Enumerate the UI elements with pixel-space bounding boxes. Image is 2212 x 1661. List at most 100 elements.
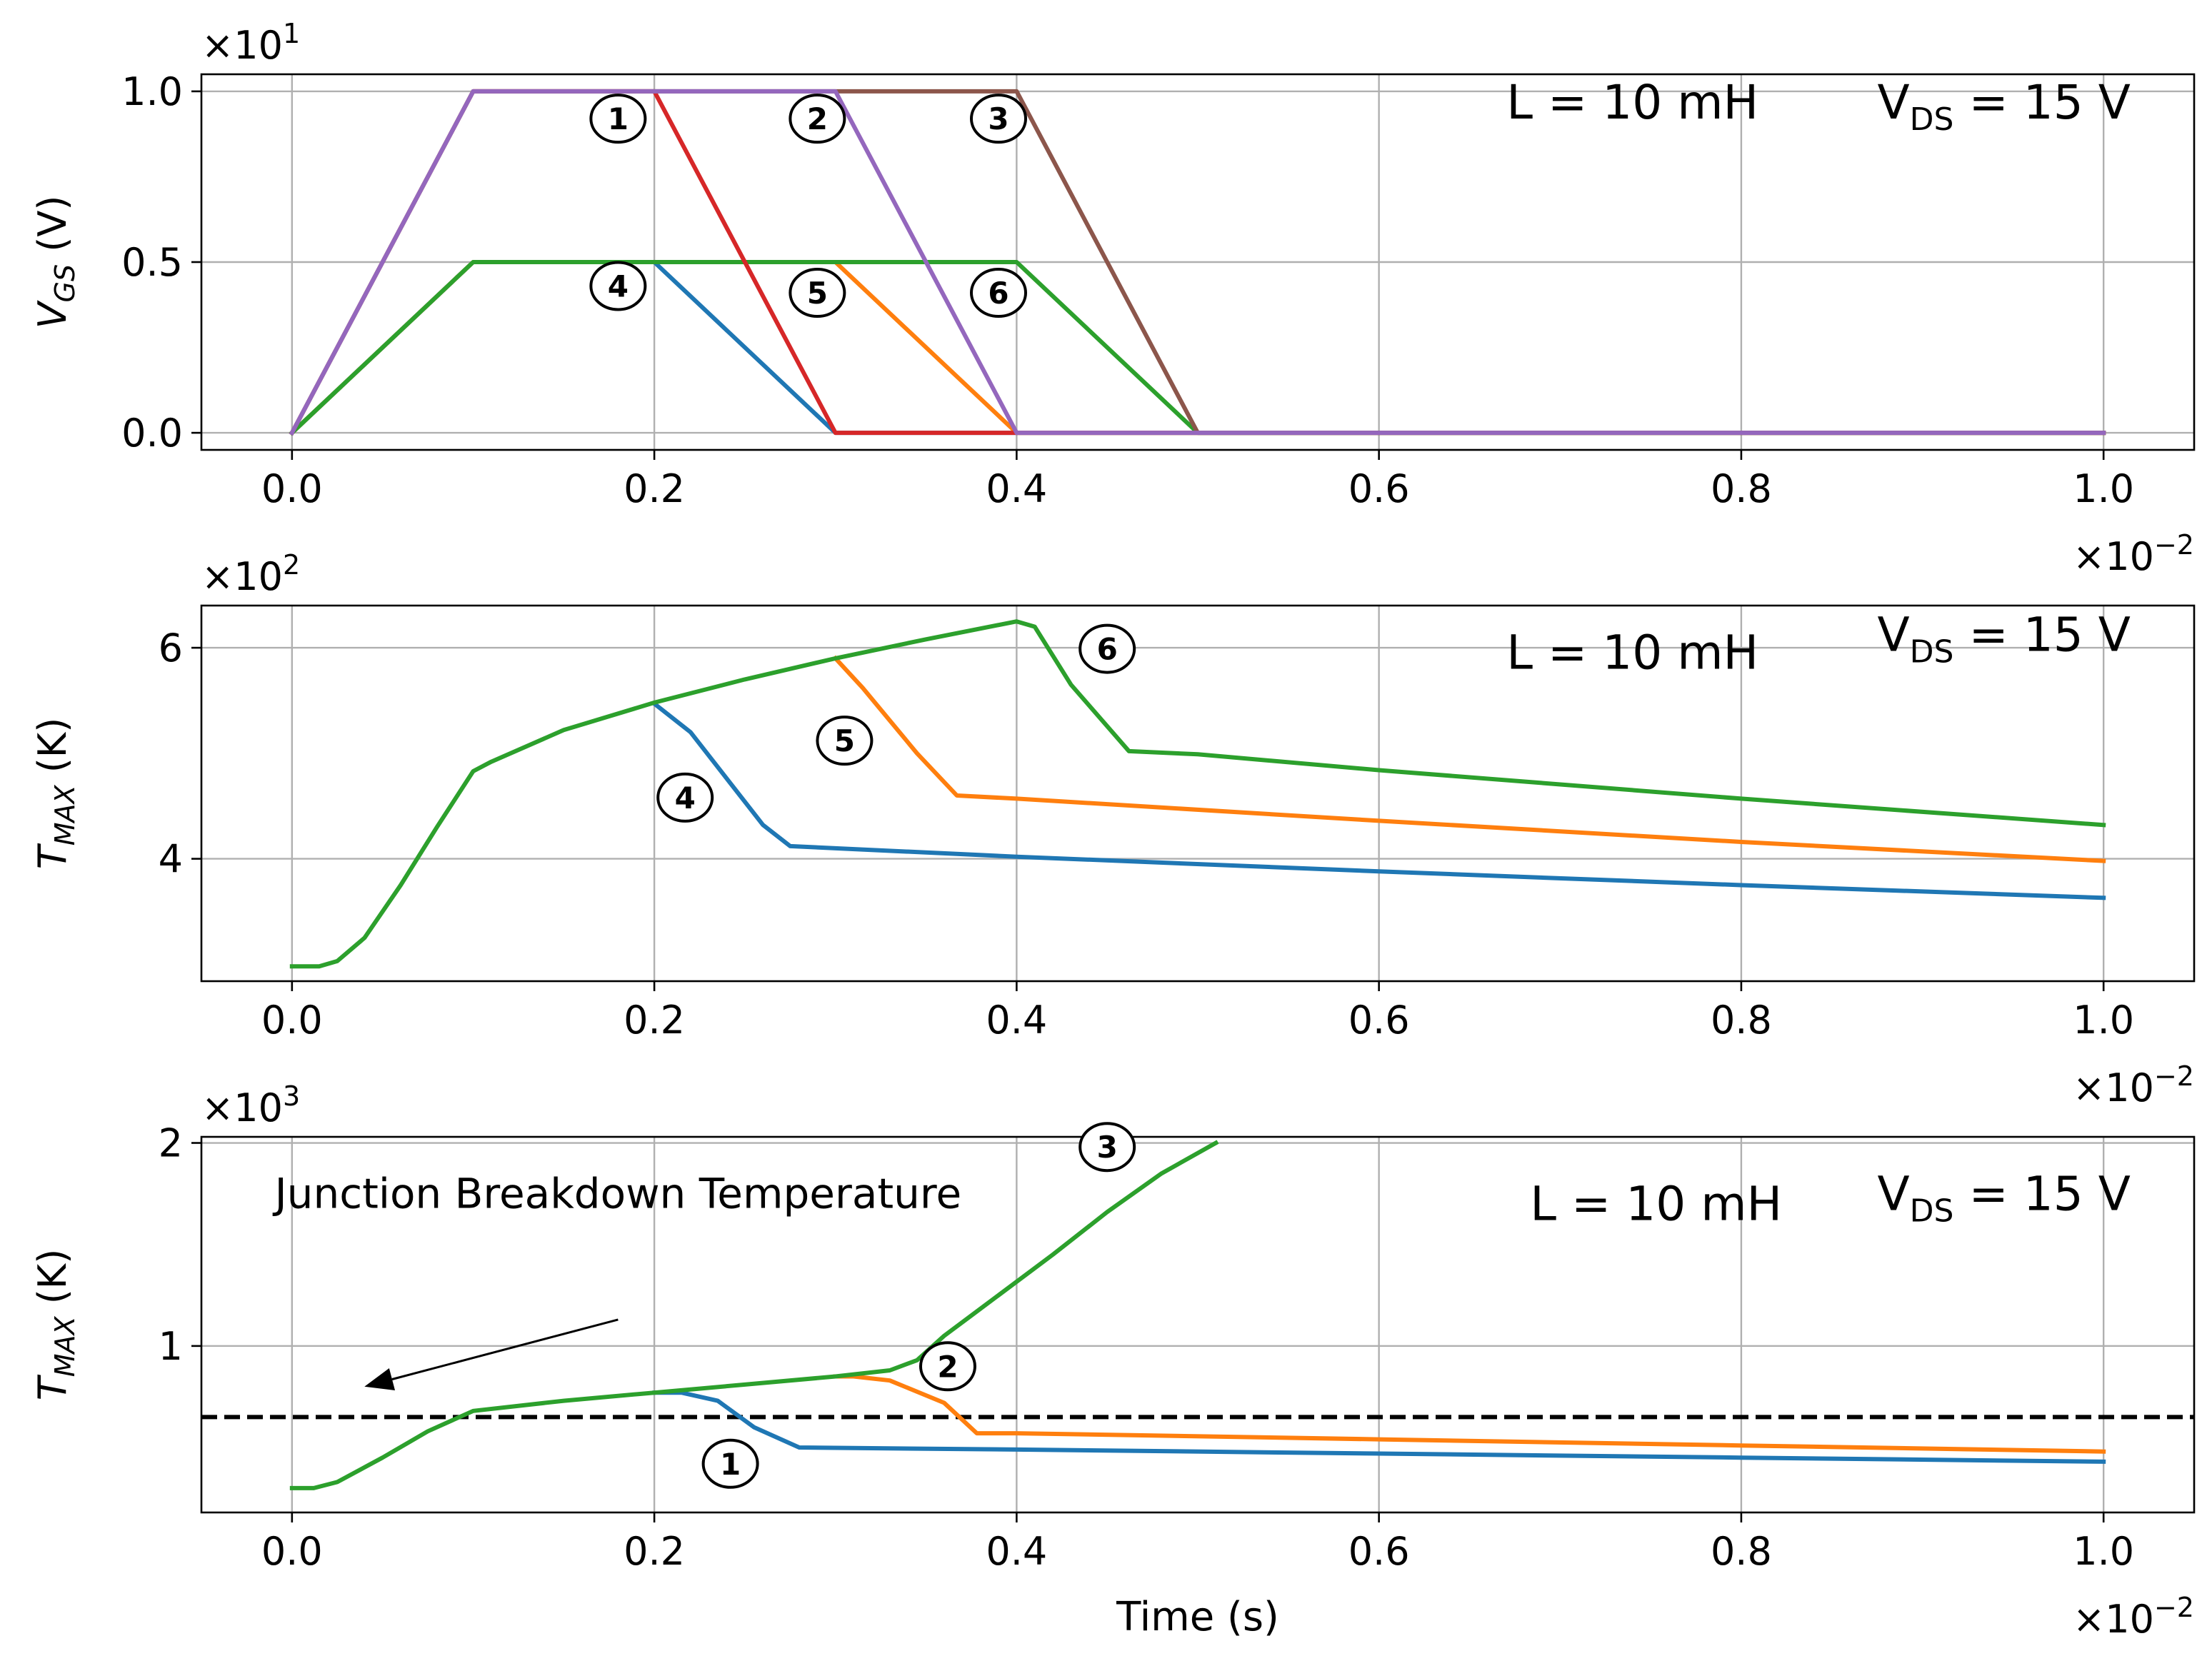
- vds-rest: = 15 V: [1953, 608, 2130, 663]
- y-tick-label: 6: [159, 626, 183, 671]
- vds-annotation: VDS = 15 V: [1878, 75, 2131, 138]
- marker-label: 3: [1097, 1130, 1118, 1165]
- y-multiplier-exponent: 1: [283, 18, 300, 49]
- arrow-head: [364, 1368, 396, 1390]
- circled-marker-3: 3: [970, 94, 1027, 144]
- marker-circle: [970, 94, 1027, 144]
- breakdown-annotation: Junction Breakdown Temperature: [273, 1170, 962, 1218]
- x-multiplier-base: ×10: [2073, 534, 2154, 579]
- vds-annotation: VDS = 15 V: [1878, 1166, 2131, 1229]
- circled-marker-1: 1: [589, 94, 647, 144]
- vds-main: V: [1878, 1166, 1910, 1221]
- series-line-6: [289, 619, 2106, 969]
- vds-rest: = 15 V: [1953, 1166, 2130, 1221]
- marker-circle: [789, 94, 846, 144]
- series-line-2: [833, 1374, 2106, 1454]
- y-multiplier-base: ×10: [201, 554, 283, 599]
- marker-circle: [589, 261, 647, 311]
- circled-marker-4: 4: [656, 772, 714, 823]
- series-line-2: [289, 89, 2106, 436]
- marker-label: 2: [807, 101, 828, 136]
- y-label-main: T: [30, 843, 75, 869]
- y-axis-multiplier: ×103: [201, 1080, 300, 1130]
- x-tick-label: 0.4: [986, 466, 1047, 511]
- x-tick-label: 0.0: [261, 998, 323, 1043]
- x-tick-label: 0.2: [624, 466, 685, 511]
- inductance-annotation: L = 10 mH: [1506, 626, 1758, 681]
- vds-annotation: VDS = 15 V: [1878, 608, 2131, 671]
- vds-subscript: DS: [1910, 101, 1954, 138]
- y-tick-label: 0.0: [121, 411, 183, 456]
- x-tick-label: 0.6: [1348, 466, 1410, 511]
- x-tick-label: 1.0: [2073, 1529, 2134, 1574]
- x-multiplier-base: ×10: [2073, 1065, 2154, 1110]
- x-multiplier-base: ×10: [2073, 1597, 2154, 1642]
- series-line-5: [832, 655, 2106, 863]
- marker-label: 1: [720, 1447, 741, 1482]
- marker-circle: [701, 1438, 759, 1489]
- circled-marker-5: 5: [789, 268, 846, 318]
- marker-label: 1: [608, 101, 629, 136]
- series-line-3: [289, 1140, 1219, 1490]
- x-multiplier-exponent: −2: [2154, 1592, 2194, 1623]
- x-tick-label: 0.2: [624, 1529, 685, 1574]
- marker-circle: [589, 94, 647, 144]
- marker-circle: [919, 1341, 976, 1392]
- circled-marker-1: 1: [701, 1438, 759, 1489]
- x-tick-label: 1.0: [2073, 466, 2134, 511]
- x-tick-label: 0.4: [986, 998, 1047, 1043]
- circled-marker-5: 5: [816, 716, 874, 766]
- x-axis-multiplier: ×10−2: [2073, 529, 2194, 579]
- x-axis-multiplier: ×10−2: [2073, 1592, 2194, 1642]
- x-tick-label: 0.0: [261, 1529, 323, 1574]
- axes-frame: [200, 1135, 2196, 1514]
- y-label-unit: (K): [30, 1249, 75, 1317]
- x-multiplier-exponent: −2: [2154, 1060, 2194, 1092]
- x-axis-multiplier: ×10−2: [2073, 1060, 2194, 1110]
- circled-marker-2: 2: [919, 1341, 976, 1392]
- marker-label: 2: [937, 1349, 958, 1384]
- inductance-annotation: L = 10 mH: [1530, 1177, 1782, 1232]
- marker-label: 5: [807, 276, 828, 311]
- circled-marker-2: 2: [789, 94, 846, 144]
- marker-circle: [656, 772, 714, 823]
- y-multiplier-base: ×10: [201, 23, 283, 68]
- x-tick-label: 0.6: [1348, 1529, 1410, 1574]
- marker-label: 6: [988, 276, 1009, 311]
- y-multiplier-base: ×10: [201, 1085, 283, 1130]
- vds-main: V: [1878, 608, 1910, 663]
- vds-subscript: DS: [1910, 634, 1954, 671]
- x-tick-label: 0.2: [624, 998, 685, 1043]
- circled-marker-6: 6: [970, 268, 1027, 318]
- y-tick-label: 4: [159, 837, 183, 882]
- y-axis-label: TMAX (K): [30, 718, 81, 870]
- y-tick-label: 1: [159, 1324, 183, 1369]
- y-axis-multiplier: ×102: [201, 549, 300, 599]
- arrow-shaft: [391, 1318, 619, 1380]
- x-tick-label: 0.8: [1711, 466, 1772, 511]
- y-label-main: V: [30, 299, 75, 328]
- series-line-1: [652, 1390, 2106, 1464]
- circled-marker-3: 3: [1079, 1122, 1136, 1173]
- series-line-4: [651, 701, 2106, 900]
- vds-subscript: DS: [1910, 1193, 1954, 1229]
- circled-marker-4: 4: [589, 261, 647, 311]
- y-label-main: T: [30, 1374, 75, 1400]
- vds-main: V: [1878, 75, 1910, 130]
- x-tick-label: 0.8: [1711, 1529, 1772, 1574]
- y-axis-label: TMAX (K): [30, 1249, 81, 1401]
- x-tick-label: 0.6: [1348, 998, 1410, 1043]
- panels: 0.0 0.2 0.4 0.6 0.8 1.00.00.51.0×101×10−2VGS …: [30, 18, 2196, 1642]
- y-label-unit: (V): [30, 196, 75, 264]
- marker-label: 3: [988, 101, 1009, 136]
- x-tick-label: 0.0: [261, 466, 323, 511]
- y-tick-label: 1.0: [121, 69, 183, 114]
- inductance-annotation: L = 10 mH: [1506, 75, 1758, 130]
- marker-label: 6: [1097, 632, 1118, 667]
- x-multiplier-exponent: −2: [2154, 529, 2194, 561]
- marker-circle: [970, 268, 1027, 318]
- x-tick-label: 0.4: [986, 1529, 1047, 1574]
